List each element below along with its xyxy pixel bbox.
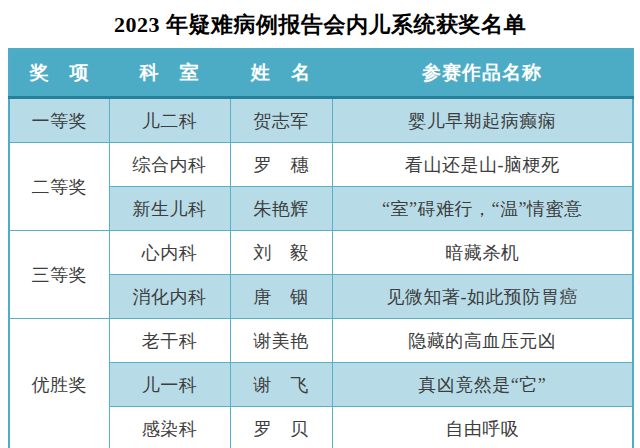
table-row: 优胜奖老干科谢美艳隐藏的高血压元凶 <box>9 319 633 363</box>
prize-cell: 二等奖 <box>9 143 109 231</box>
table-row: 三等奖心内科刘 毅暗藏杀机 <box>9 231 633 275</box>
work-cell: 暗藏杀机 <box>332 231 633 275</box>
name-cell: 贺志军 <box>230 98 332 143</box>
work-cell: 婴儿早期起病癫痫 <box>332 98 633 143</box>
name-cell: 罗 贝 <box>230 407 332 448</box>
work-cell: “室”碍难行，“温”情蜜意 <box>332 187 633 231</box>
name-cell: 谢 飞 <box>230 363 332 407</box>
table-row: 一等奖儿二科贺志军婴儿早期起病癫痫 <box>9 98 633 143</box>
table-row: 二等奖综合内科罗 穗看山还是山-脑梗死 <box>9 143 633 187</box>
dept-cell: 儿一科 <box>109 363 230 407</box>
name-cell: 刘 毅 <box>230 231 332 275</box>
dept-cell: 消化内科 <box>109 275 230 319</box>
award-list-page: 2023 年疑难病例报告会内儿系统获奖名单 奖 项 科 室 姓 名 参赛作品名称… <box>0 0 640 448</box>
table-body: 一等奖儿二科贺志军婴儿早期起病癫痫二等奖综合内科罗 穗看山还是山-脑梗死新生儿科… <box>9 98 633 448</box>
dept-cell: 儿二科 <box>109 98 230 143</box>
name-cell: 朱艳辉 <box>230 187 332 231</box>
work-cell: 见微知著-如此预防胃癌 <box>332 275 633 319</box>
name-cell: 罗 穗 <box>230 143 332 187</box>
header-prize: 奖 项 <box>9 49 109 98</box>
work-cell: 隐藏的高血压元凶 <box>332 319 633 363</box>
header-work-title: 参赛作品名称 <box>332 49 633 98</box>
header-department: 科 室 <box>109 49 230 98</box>
prize-cell: 三等奖 <box>9 231 109 319</box>
prize-cell: 一等奖 <box>9 98 109 143</box>
table-header: 奖 项 科 室 姓 名 参赛作品名称 <box>9 49 633 98</box>
header-row: 奖 项 科 室 姓 名 参赛作品名称 <box>9 49 633 98</box>
dept-cell: 心内科 <box>109 231 230 275</box>
work-cell: 看山还是山-脑梗死 <box>332 143 633 187</box>
work-cell: 真凶竟然是“它” <box>332 363 633 407</box>
header-name: 姓 名 <box>230 49 332 98</box>
award-table: 奖 项 科 室 姓 名 参赛作品名称 一等奖儿二科贺志军婴儿早期起病癫痫二等奖综… <box>8 48 634 448</box>
name-cell: 谢美艳 <box>230 319 332 363</box>
prize-cell: 优胜奖 <box>9 319 109 448</box>
name-cell: 唐 铟 <box>230 275 332 319</box>
dept-cell: 新生儿科 <box>109 187 230 231</box>
dept-cell: 感染科 <box>109 407 230 448</box>
page-title: 2023 年疑难病例报告会内儿系统获奖名单 <box>8 10 632 40</box>
dept-cell: 老干科 <box>109 319 230 363</box>
dept-cell: 综合内科 <box>109 143 230 187</box>
work-cell: 自由呼吸 <box>332 407 633 448</box>
